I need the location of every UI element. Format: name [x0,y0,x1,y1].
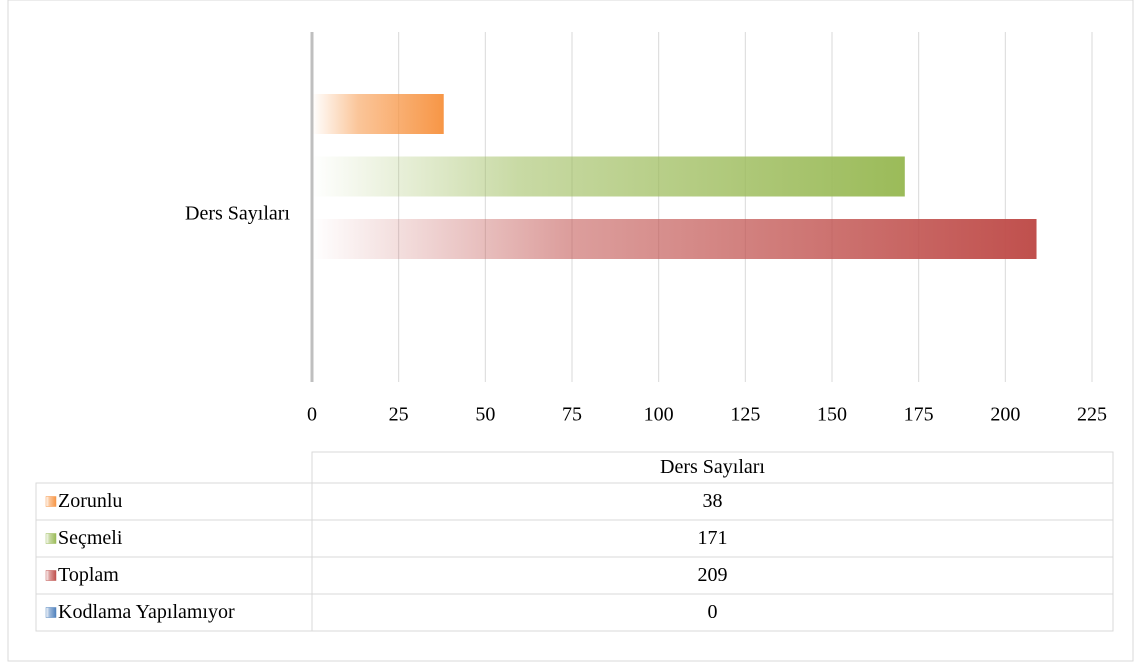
x-tick-label: 125 [730,404,760,426]
legend-key [45,607,57,618]
bar [312,156,905,197]
bar [312,219,1037,259]
x-tick-label: 175 [904,404,934,426]
x-tick-label: 0 [307,404,317,426]
y-tick-label: Ders Sayıları [185,203,290,225]
x-tick-label: 150 [817,404,847,426]
legend-label: Zorunlu [58,490,122,512]
x-tick-label: 200 [990,404,1020,426]
x-tick-label: 50 [475,404,495,426]
x-tick-label: 75 [562,404,582,426]
legend-key [45,496,57,507]
x-tick-label: 225 [1077,404,1107,426]
bar [312,94,444,134]
legend-key [45,533,57,544]
table-value: 0 [708,601,718,623]
table-value-cell [311,593,1114,632]
x-tick-label: 100 [644,404,674,426]
chart-border [7,0,1134,662]
legend-label: Toplam [58,564,119,586]
table-header: Ders Sayıları [660,456,765,478]
table-value: 171 [698,527,728,549]
legend-key [45,570,57,581]
legend-label: Seçmeli [58,527,123,549]
x-tick-label: 25 [389,404,409,426]
table-value: 38 [703,490,723,512]
legend-label: Kodlama Yapılamıyor [58,601,235,623]
table-value: 209 [698,564,728,586]
